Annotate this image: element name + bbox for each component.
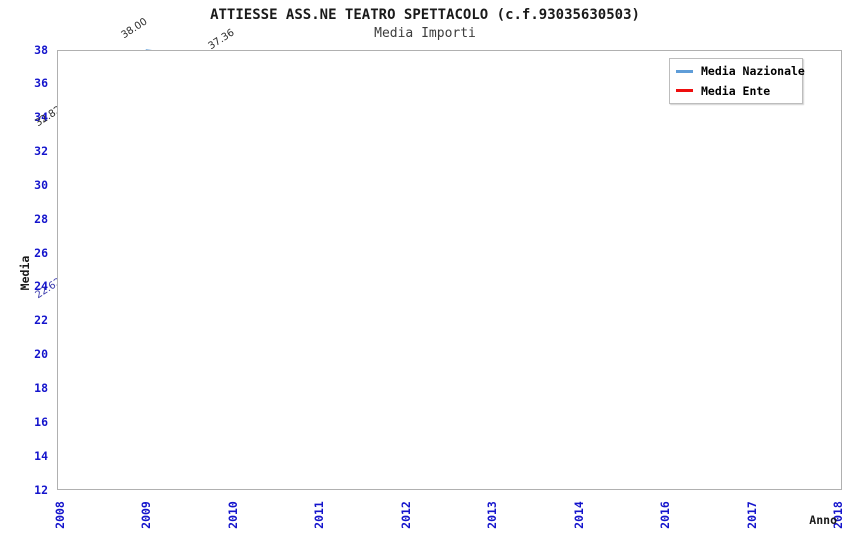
x-tick-label: 2009 [140,498,152,532]
y-tick-label: 14 [14,450,48,463]
legend-label: Media Ente [701,84,770,98]
legend-label: Media Nazionale [701,64,805,78]
legend-item-media-ente: Media Ente [670,84,802,98]
legend-item-media-nazionale: Media Nazionale [670,64,802,78]
x-tick-label: 2008 [54,498,66,532]
x-tick-label: 2014 [573,498,585,532]
y-tick-label: 18 [14,382,48,395]
y-axis-title: Media [18,240,32,306]
legend: Media Nazionale Media Ente [669,58,803,104]
y-tick-label: 38 [14,44,48,57]
y-tick-label: 20 [14,348,48,361]
legend-line-swatch-ente [676,89,693,92]
x-tick-label: 2011 [313,498,325,532]
plot-border [57,50,842,490]
y-tick-label: 12 [14,484,48,497]
x-tick-label: 2017 [746,498,758,532]
y-tick-label: 30 [14,179,48,192]
x-axis-title: Anno [809,513,837,527]
y-tick-label: 28 [14,213,48,226]
chart-figure: ATTIESSE ASS.NE TEATRO SPETTACOLO (c.f.9… [0,0,850,550]
y-tick-label: 22 [14,314,48,327]
legend-line-swatch-nazionale [676,70,693,73]
x-tick-label: 2016 [659,498,671,532]
y-tick-label: 36 [14,77,48,90]
chart-title: ATTIESSE ASS.NE TEATRO SPETTACOLO (c.f.9… [0,7,850,23]
y-tick-label: 32 [14,145,48,158]
y-tick-label: 16 [14,416,48,429]
x-tick-label: 2013 [486,498,498,532]
x-tick-label: 2012 [400,498,412,532]
x-tick-label: 2010 [227,498,239,532]
